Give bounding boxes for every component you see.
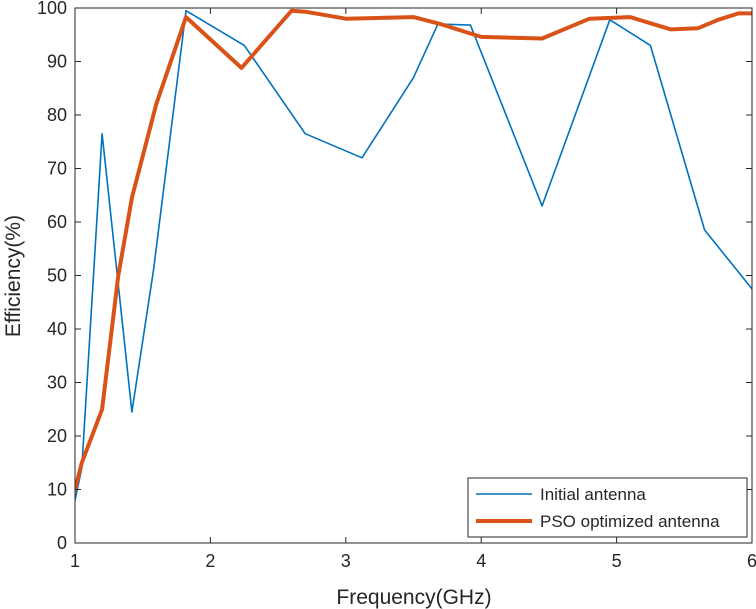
legend-label-2: PSO optimized antenna xyxy=(540,512,720,531)
y-tick-label: 10 xyxy=(47,480,67,500)
plot-axes xyxy=(74,7,753,544)
legend: Initial antenna PSO optimized antenna xyxy=(467,477,748,538)
legend-box xyxy=(467,477,748,538)
series-line-2 xyxy=(75,8,752,492)
legend-label-1: Initial antenna xyxy=(540,485,646,504)
y-tick-label: 40 xyxy=(47,319,67,339)
plot-marks xyxy=(75,8,752,502)
x-tick-label: 4 xyxy=(476,551,486,571)
series-line-1 xyxy=(75,9,752,502)
y-tick-label: 60 xyxy=(47,212,67,232)
x-tick-label: 1 xyxy=(70,551,80,571)
y-tick-label: 30 xyxy=(47,373,67,393)
y-tick-label: 50 xyxy=(47,266,67,286)
y-tick-label: 70 xyxy=(47,159,67,179)
y-tick-label: 100 xyxy=(37,0,67,18)
y-tick-label: 90 xyxy=(47,52,67,72)
y-tick-label: 80 xyxy=(47,105,67,125)
x-tick-label: 3 xyxy=(341,551,351,571)
y-axis-label: Efficiency(%) xyxy=(2,215,25,337)
y-tick-label: 0 xyxy=(57,533,67,553)
x-tick-label: 2 xyxy=(205,551,215,571)
x-axis-label: Frequency(GHz) xyxy=(336,586,491,609)
y-tick-label: 20 xyxy=(47,426,67,446)
x-tick-label: 6 xyxy=(747,551,756,571)
x-tick-label: 5 xyxy=(612,551,622,571)
